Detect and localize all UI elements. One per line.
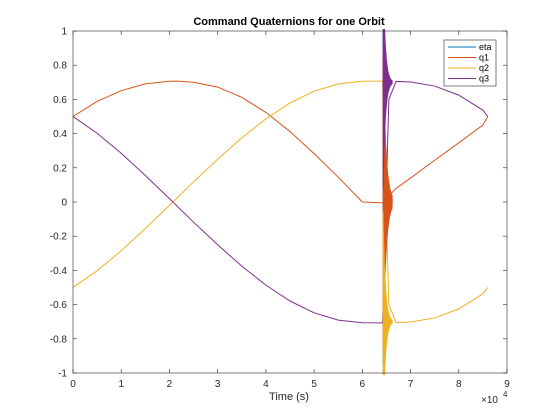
x-axis-ticks: 0 1 2 3 4 5 6 7 8 9 (70, 31, 510, 390)
series-line-q1 (73, 80, 489, 204)
x-tick-label: 3 (215, 379, 221, 390)
y-tick-label: 0.8 (53, 61, 67, 72)
axes-background (73, 31, 507, 373)
x-exponent-power: 4 (503, 390, 508, 399)
x-exponent-base: ×10 (481, 395, 498, 406)
x-tick-label: 7 (408, 379, 414, 390)
legend-label-eta: eta (479, 42, 492, 52)
y-tick-label: 0 (61, 198, 67, 209)
oscillation-q2 (382, 211, 393, 375)
y-tick-label: -1 (58, 369, 67, 380)
oscillation-q3 (382, 29, 393, 189)
series-line-q2 (73, 80, 489, 324)
y-tick-label: 0.2 (53, 163, 67, 174)
y-tick-label: 0.6 (53, 95, 67, 106)
y-axis-ticks: -1 -0.8 -0.6 -0.4 -0.2 0 0.2 0.4 0.6 0.8 1 (50, 27, 507, 380)
legend-label-q2: q2 (479, 63, 489, 73)
x-tick-label: 4 (263, 379, 269, 390)
x-tick-label: 8 (456, 379, 462, 390)
legend-label-q3: q3 (479, 74, 489, 84)
x-tick-label: 2 (167, 379, 173, 390)
y-tick-label: -0.4 (50, 266, 68, 277)
x-tick-label: 1 (118, 379, 124, 390)
y-tick-label: 0.4 (53, 129, 67, 140)
y-tick-label: 1 (61, 27, 67, 38)
chart-title: Command Quaternions for one Orbit (193, 16, 385, 28)
y-tick-label: -0.8 (50, 334, 68, 345)
x-tick-label: 0 (70, 379, 76, 390)
y-tick-label: -0.6 (50, 300, 68, 311)
legend-label-q1: q1 (479, 53, 489, 63)
x-tick-label: 6 (360, 379, 366, 390)
series-layer (73, 80, 489, 324)
x-tick-label: 5 (311, 379, 317, 390)
x-axis-exponent: ×10 4 (481, 390, 508, 406)
oscillation-layer (382, 29, 393, 375)
y-tick-label: -0.2 (50, 232, 68, 243)
x-axis-label: Time (s) (269, 391, 309, 403)
x-tick-label: 9 (504, 379, 510, 390)
series-line-q3 (73, 80, 489, 324)
